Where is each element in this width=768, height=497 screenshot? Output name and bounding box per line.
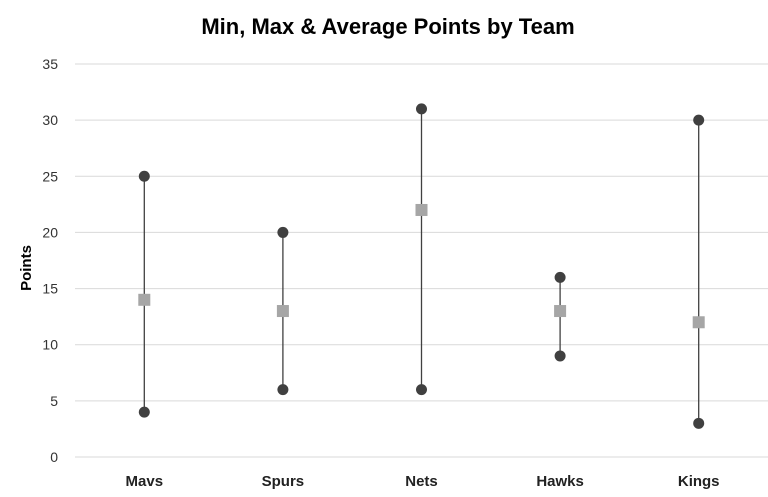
- average-point-nets: [415, 203, 428, 216]
- range-lines: [143, 108, 700, 424]
- x-tick-label-kings: Kings: [678, 473, 720, 490]
- max-point-mavs: [138, 170, 150, 182]
- y-tick-label: 5: [50, 393, 58, 409]
- x-tick-label-hawks: Hawks: [536, 473, 584, 490]
- y-tick-label: 30: [42, 112, 58, 128]
- x-tick-label-mavs: Mavs: [126, 473, 164, 490]
- y-axis-ticks: 0 5 10 15 20 25 30 35: [42, 56, 58, 465]
- x-tick-label-spurs: Spurs: [262, 473, 305, 490]
- x-tick-label-nets: Nets: [405, 473, 438, 490]
- y-axis-label: Points: [18, 245, 35, 291]
- average-point-spurs: [276, 305, 289, 318]
- x-axis-ticks: Mavs Spurs Nets Hawks Kings: [126, 473, 720, 490]
- y-tick-label: 20: [42, 224, 58, 240]
- y-tick-label: 35: [42, 56, 58, 72]
- average-point-kings: [692, 316, 705, 329]
- min-point-kings: [693, 417, 705, 429]
- min-point-nets: [416, 384, 427, 396]
- y-tick-label: 15: [42, 281, 58, 297]
- max-point-spurs: [277, 226, 289, 238]
- max-point-hawks: [554, 271, 566, 283]
- max-point-kings: [693, 114, 705, 126]
- min-point-hawks: [554, 350, 566, 362]
- y-tick-label: 10: [42, 337, 58, 353]
- chart-title: Min, Max & Average Points by Team: [201, 14, 574, 39]
- y-tick-label: 0: [50, 449, 58, 465]
- y-tick-label: 25: [42, 168, 58, 184]
- min-point-spurs: [277, 384, 289, 396]
- data-markers: [138, 103, 705, 429]
- average-point-hawks: [554, 305, 567, 318]
- average-point-mavs: [138, 293, 151, 306]
- min-point-mavs: [138, 406, 150, 418]
- max-point-nets: [416, 103, 427, 115]
